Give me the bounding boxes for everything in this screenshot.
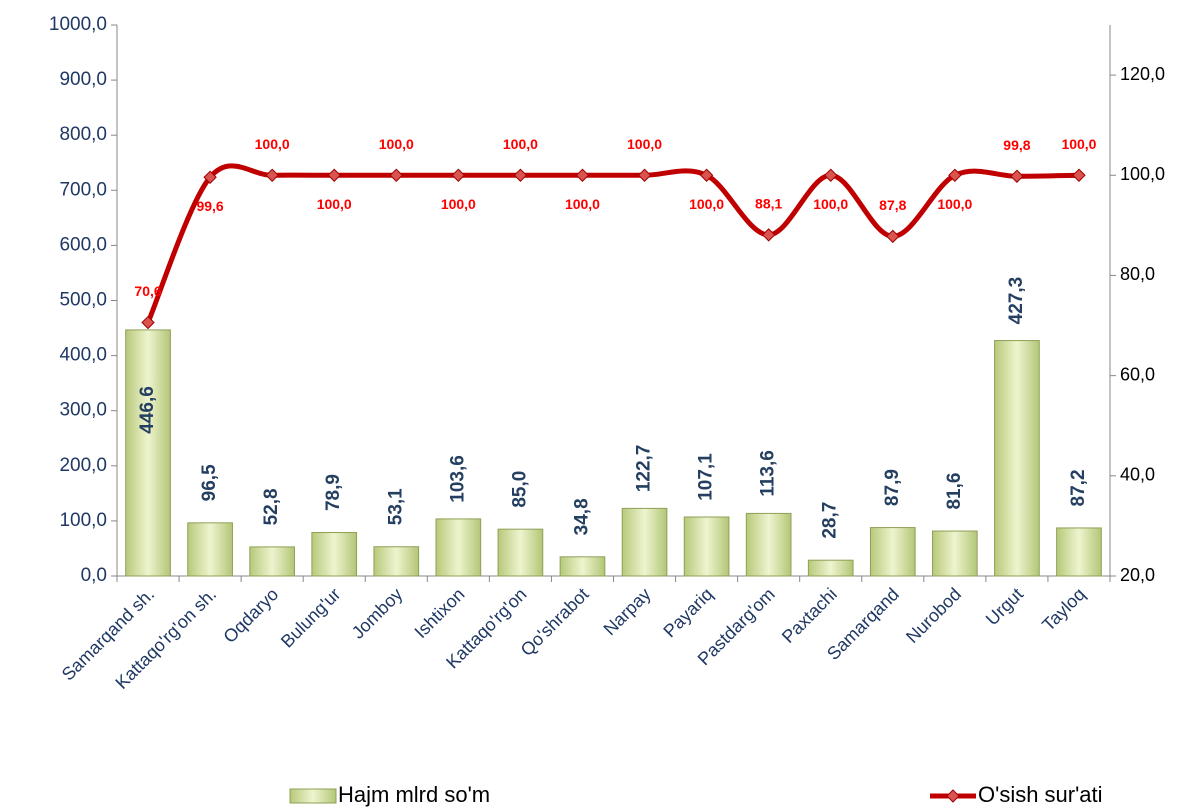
bar-label: 446,6 — [137, 386, 158, 434]
line-label: 100,0 — [689, 196, 724, 212]
y2-tick-label: 60,0 — [1120, 364, 1155, 384]
line-marker — [513, 168, 528, 182]
line-marker — [886, 229, 900, 244]
y-tick-label: 200,0 — [59, 455, 107, 476]
y-tick-label: 500,0 — [59, 290, 107, 311]
bar-label: 96,5 — [199, 464, 220, 501]
line — [145, 163, 1080, 324]
bar-label: 103,6 — [447, 455, 468, 503]
y2-tick-label: 40,0 — [1120, 465, 1155, 485]
bar-label: 34,8 — [571, 498, 592, 535]
y2-tick-label: 80,0 — [1120, 264, 1155, 284]
line-label: 100,0 — [255, 136, 290, 152]
legend-swatch — [289, 788, 337, 804]
line-marker — [141, 315, 155, 330]
line-marker — [1010, 169, 1024, 183]
bar — [187, 522, 233, 577]
line-label: 70,6 — [134, 283, 161, 299]
bar-label: 81,6 — [944, 473, 965, 510]
y-tick-label: 400,0 — [59, 345, 107, 366]
line-label: 100,0 — [813, 196, 848, 212]
line-marker — [327, 168, 341, 182]
line-label: 87,8 — [879, 197, 906, 213]
y2-tick-label: 120,0 — [1120, 64, 1165, 84]
y-tick-label: 100,0 — [59, 510, 107, 531]
bar-label: 53,1 — [385, 488, 406, 525]
y2-tick-label: 100,0 — [1120, 164, 1165, 184]
line-label: 100,0 — [627, 136, 662, 152]
y-tick-label: 1000,0 — [49, 14, 107, 35]
x-tick-label: Jomboy — [348, 584, 407, 643]
line-label: 100,0 — [441, 196, 476, 212]
bar-label: 113,6 — [758, 450, 779, 497]
line-marker — [637, 168, 652, 182]
bar-label: 87,9 — [882, 469, 903, 506]
line-marker — [265, 168, 279, 182]
x-tick-label: Qo'shrabot — [517, 584, 593, 660]
line-marker — [575, 168, 590, 182]
y-tick-label: 600,0 — [59, 234, 107, 255]
line-label: 100,0 — [1061, 136, 1096, 152]
bar-label: 87,2 — [1068, 469, 1089, 506]
bar — [559, 556, 606, 577]
bar — [373, 546, 420, 577]
line-label: 100,0 — [379, 136, 414, 152]
x-tick-label: Paxtachi — [778, 584, 841, 647]
bar — [683, 516, 730, 577]
bar — [807, 559, 854, 577]
bar-label: 78,9 — [323, 474, 344, 511]
bar — [621, 507, 668, 577]
x-tick-label: Urgut — [982, 584, 1027, 629]
legend-label: O'sish sur'ati — [978, 782, 1103, 807]
legend-label: Hajm mlrd so'm — [338, 782, 490, 807]
line-marker — [948, 168, 962, 182]
y-tick-label: 700,0 — [59, 179, 107, 200]
line-label: 100,0 — [937, 196, 972, 212]
bar — [311, 532, 358, 577]
line-label: 88,1 — [755, 196, 782, 212]
line-label: 100,0 — [565, 196, 600, 212]
bar — [1056, 527, 1102, 577]
line-label: 100,0 — [317, 196, 352, 212]
x-tick-label: Oqdaryo — [219, 584, 282, 647]
y-tick-label: 300,0 — [59, 400, 107, 421]
bar — [932, 530, 978, 577]
y-tick-label: 800,0 — [59, 124, 107, 145]
line-marker — [203, 170, 217, 184]
legend-marker — [946, 789, 960, 803]
bar-label: 52,8 — [261, 488, 282, 525]
y-tick-label: 900,0 — [59, 69, 107, 90]
line-marker — [389, 168, 403, 182]
x-tick-label: Bulung'ur — [277, 584, 345, 652]
bar — [497, 528, 544, 577]
line-marker — [451, 168, 466, 182]
bar — [249, 546, 295, 577]
line-label: 99,8 — [1003, 137, 1030, 153]
bar — [994, 340, 1040, 577]
bar-label: 85,0 — [509, 471, 530, 508]
line-marker — [699, 168, 714, 182]
line-label: 100,0 — [503, 136, 538, 152]
bar — [125, 329, 171, 577]
x-tick-label: Narpay — [600, 584, 655, 639]
line-label: 99,6 — [196, 198, 223, 214]
bar — [869, 527, 916, 577]
x-tick-label: Tayloq — [1038, 584, 1089, 635]
x-tick-label: Nurobod — [902, 584, 965, 647]
bar-label: 427,3 — [1006, 277, 1027, 325]
bar — [435, 518, 482, 577]
y2-tick-label: 20,0 — [1120, 565, 1155, 585]
line-marker — [1072, 168, 1086, 182]
bar-label: 107,1 — [696, 453, 717, 501]
bar — [745, 512, 792, 577]
x-tick-label: Ishtixon — [411, 584, 469, 642]
bar-label: 122,7 — [634, 445, 655, 493]
y-tick-label: 0,0 — [81, 565, 107, 586]
x-tick-label: Payariq — [659, 584, 716, 641]
line-marker — [761, 228, 776, 242]
line-marker — [824, 168, 838, 182]
bar-label: 28,7 — [820, 502, 841, 539]
